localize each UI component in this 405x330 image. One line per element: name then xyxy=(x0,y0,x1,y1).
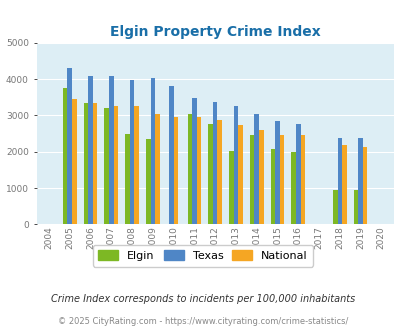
Bar xyxy=(291,152,295,224)
Bar xyxy=(258,130,263,224)
Bar xyxy=(109,76,113,224)
Bar xyxy=(341,145,346,224)
Title: Elgin Property Crime Index: Elgin Property Crime Index xyxy=(109,25,320,39)
Bar xyxy=(233,106,238,224)
Bar xyxy=(67,68,72,224)
Bar xyxy=(63,88,67,224)
Bar xyxy=(150,78,155,224)
Legend: Elgin, Texas, National: Elgin, Texas, National xyxy=(93,245,312,267)
Bar xyxy=(192,98,196,224)
Bar xyxy=(279,135,283,224)
Bar xyxy=(196,117,201,224)
Bar xyxy=(72,99,77,224)
Bar xyxy=(238,125,242,224)
Bar xyxy=(270,149,275,224)
Bar xyxy=(337,138,341,224)
Bar xyxy=(113,106,118,224)
Bar xyxy=(254,114,258,224)
Bar xyxy=(212,102,217,224)
Bar xyxy=(217,120,222,224)
Bar xyxy=(146,139,150,224)
Bar xyxy=(300,135,305,224)
Bar xyxy=(208,124,212,224)
Bar xyxy=(362,147,367,224)
Bar xyxy=(83,103,88,224)
Text: Crime Index corresponds to incidents per 100,000 inhabitants: Crime Index corresponds to incidents per… xyxy=(51,294,354,304)
Bar xyxy=(130,80,134,224)
Bar xyxy=(155,114,159,224)
Bar xyxy=(104,108,109,224)
Bar xyxy=(125,134,130,224)
Bar xyxy=(358,138,362,224)
Bar xyxy=(249,135,254,224)
Bar xyxy=(173,117,178,224)
Bar xyxy=(228,151,233,224)
Bar xyxy=(168,85,173,224)
Bar xyxy=(134,106,139,224)
Bar xyxy=(332,190,337,224)
Bar xyxy=(295,124,300,224)
Bar xyxy=(353,190,358,224)
Bar xyxy=(93,103,97,224)
Bar xyxy=(187,114,192,224)
Bar xyxy=(275,121,279,224)
Bar xyxy=(88,77,93,224)
Text: © 2025 CityRating.com - https://www.cityrating.com/crime-statistics/: © 2025 CityRating.com - https://www.city… xyxy=(58,317,347,326)
